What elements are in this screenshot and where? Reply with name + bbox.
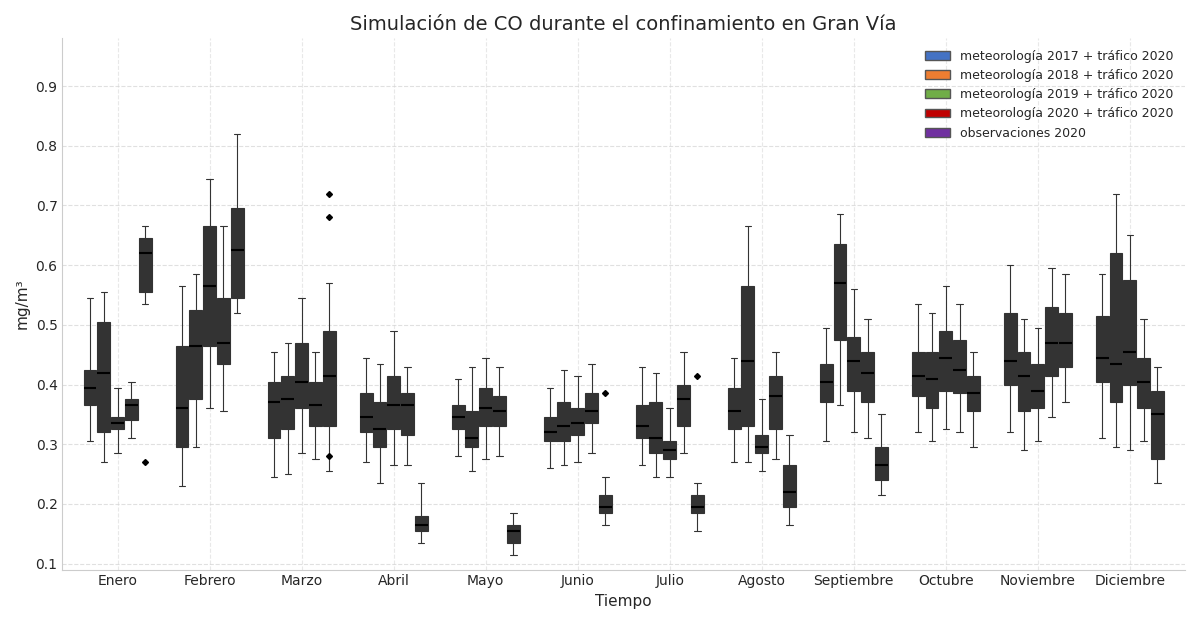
PathPatch shape [479, 388, 492, 426]
PathPatch shape [295, 343, 308, 409]
PathPatch shape [190, 310, 203, 399]
PathPatch shape [506, 525, 520, 543]
PathPatch shape [769, 376, 782, 429]
PathPatch shape [755, 436, 768, 453]
PathPatch shape [940, 331, 953, 391]
PathPatch shape [97, 322, 110, 432]
PathPatch shape [664, 441, 676, 459]
PathPatch shape [360, 394, 372, 432]
PathPatch shape [925, 352, 938, 409]
PathPatch shape [862, 352, 874, 402]
PathPatch shape [401, 394, 414, 436]
PathPatch shape [451, 406, 464, 429]
PathPatch shape [1031, 364, 1044, 409]
PathPatch shape [599, 495, 612, 513]
PathPatch shape [217, 298, 230, 364]
PathPatch shape [230, 208, 244, 298]
PathPatch shape [820, 364, 833, 402]
PathPatch shape [727, 388, 740, 429]
PathPatch shape [268, 381, 281, 438]
X-axis label: Tiempo: Tiempo [595, 594, 652, 609]
PathPatch shape [84, 369, 96, 406]
PathPatch shape [953, 340, 966, 394]
PathPatch shape [139, 238, 151, 292]
PathPatch shape [677, 384, 690, 426]
PathPatch shape [466, 411, 479, 447]
PathPatch shape [912, 352, 924, 396]
PathPatch shape [125, 399, 138, 421]
PathPatch shape [1096, 316, 1109, 381]
PathPatch shape [586, 394, 598, 423]
PathPatch shape [1058, 313, 1072, 367]
PathPatch shape [1110, 253, 1122, 402]
PathPatch shape [1123, 280, 1136, 384]
PathPatch shape [1018, 352, 1031, 411]
PathPatch shape [1138, 358, 1150, 409]
PathPatch shape [1003, 313, 1016, 384]
PathPatch shape [493, 396, 506, 426]
PathPatch shape [636, 406, 648, 438]
PathPatch shape [310, 381, 322, 426]
PathPatch shape [1045, 307, 1058, 376]
PathPatch shape [388, 376, 400, 429]
PathPatch shape [875, 447, 888, 480]
PathPatch shape [203, 227, 216, 346]
PathPatch shape [415, 516, 427, 531]
Title: Simulación de CO durante el confinamiento en Gran Vía: Simulación de CO durante el confinamient… [350, 15, 896, 34]
Legend: meteorología 2017 + tráfico 2020, meteorología 2018 + tráfico 2020, meteorología: meteorología 2017 + tráfico 2020, meteor… [920, 44, 1178, 145]
PathPatch shape [112, 417, 124, 429]
PathPatch shape [558, 402, 570, 441]
PathPatch shape [967, 376, 980, 411]
PathPatch shape [691, 495, 703, 513]
Y-axis label: mg/m³: mg/m³ [14, 279, 30, 329]
PathPatch shape [373, 402, 386, 447]
PathPatch shape [847, 337, 860, 391]
PathPatch shape [742, 286, 755, 426]
PathPatch shape [1151, 391, 1164, 459]
PathPatch shape [323, 331, 336, 426]
PathPatch shape [571, 409, 584, 436]
PathPatch shape [782, 465, 796, 507]
PathPatch shape [175, 346, 188, 447]
PathPatch shape [544, 417, 557, 441]
PathPatch shape [649, 402, 662, 453]
PathPatch shape [282, 376, 294, 429]
PathPatch shape [834, 244, 846, 340]
